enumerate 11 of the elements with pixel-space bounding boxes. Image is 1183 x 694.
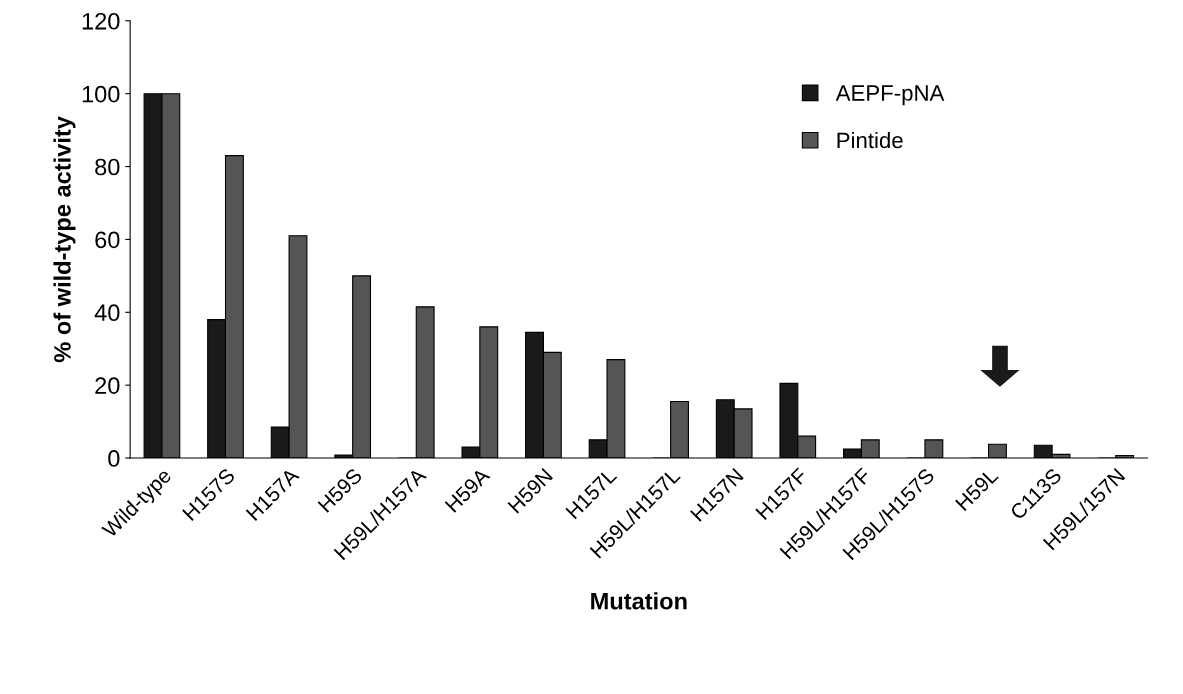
y-axis-title: % of wild-type activity: [53, 116, 76, 363]
y-tick-label: 120: [82, 12, 120, 30]
y-tick-label: 100: [82, 85, 120, 103]
y-tick-label: 20: [95, 377, 120, 394]
y-tick-label: 0: [108, 450, 120, 467]
y-tick-label: 40: [94, 304, 120, 322]
legend-label: Pintide: [837, 131, 903, 149]
y-tick-label: 60: [95, 231, 120, 249]
y-tick-label: 80: [95, 158, 120, 176]
x-axis-title: Mutation: [591, 592, 687, 610]
legend-label: AEPF-pNA: [835, 85, 945, 106]
